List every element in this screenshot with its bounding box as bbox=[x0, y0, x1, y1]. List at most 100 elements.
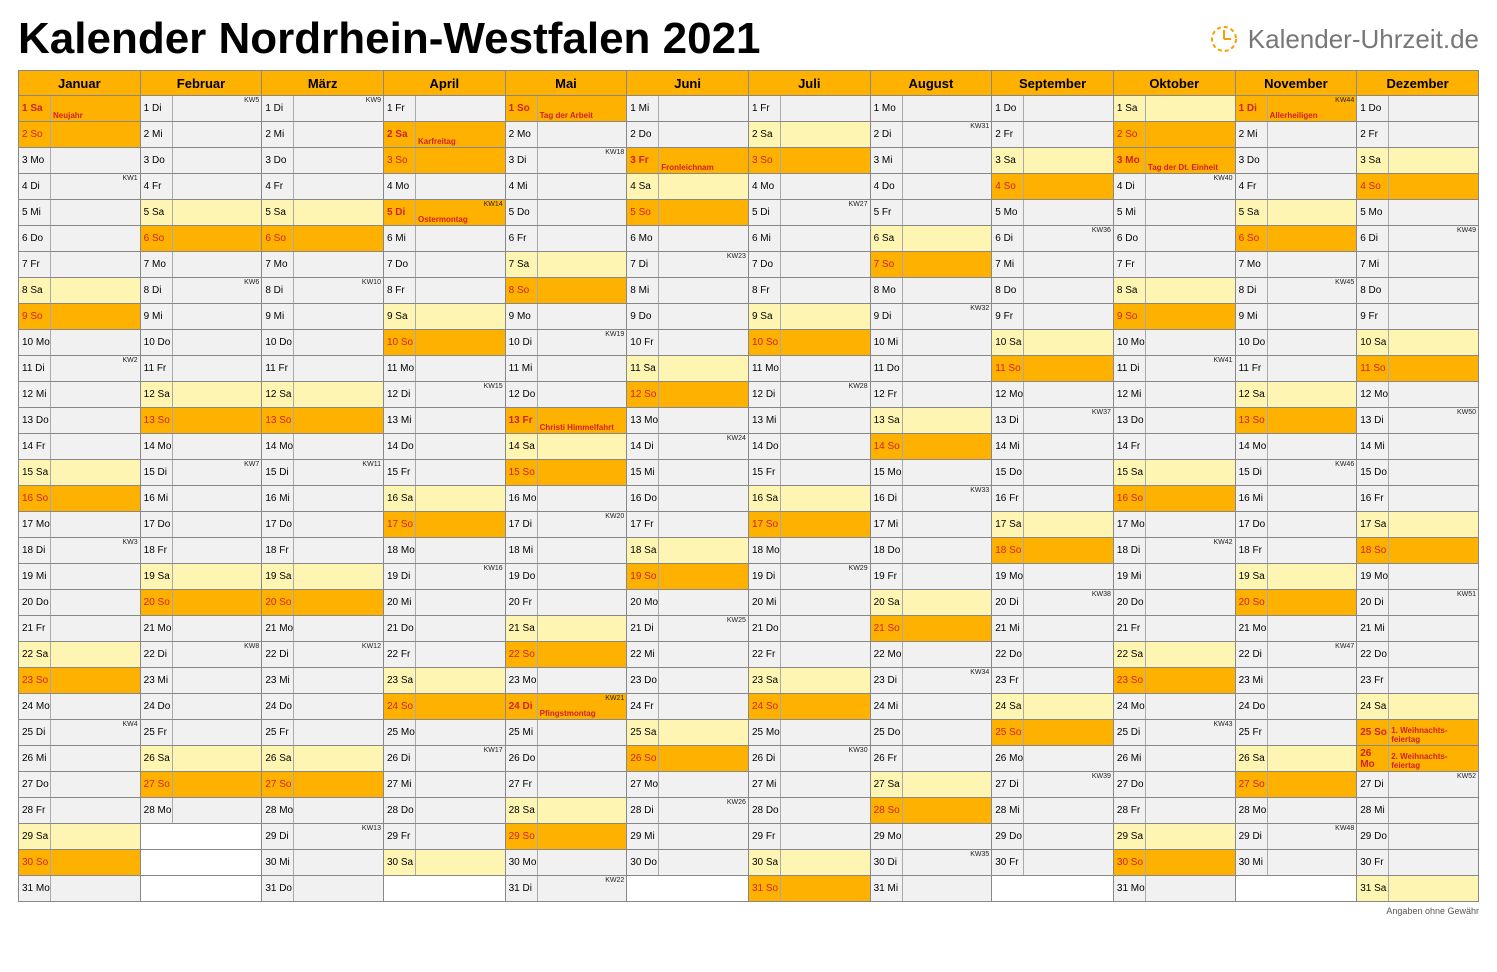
day-number: 1 Mo bbox=[871, 96, 903, 121]
day-cell: 25 Mo bbox=[383, 720, 505, 746]
day-number: 12 Mi bbox=[19, 382, 51, 407]
day-cell: 4 Sa bbox=[627, 174, 749, 200]
day-body bbox=[781, 590, 870, 615]
day-body bbox=[1146, 850, 1235, 875]
day-cell: 19 Mo bbox=[1357, 564, 1479, 590]
day-cell: 4 Mo bbox=[748, 174, 870, 200]
day-cell: 16 Do bbox=[627, 486, 749, 512]
day-cell: 2 Mo bbox=[505, 122, 627, 148]
day-body bbox=[1268, 798, 1357, 823]
day-body bbox=[1146, 798, 1235, 823]
day-cell: 17 Sa bbox=[1357, 512, 1479, 538]
day-cell: 30 So bbox=[1113, 850, 1235, 876]
day-body bbox=[294, 174, 383, 199]
day-cell: 12 Do bbox=[505, 382, 627, 408]
day-body: KW18 bbox=[538, 148, 627, 173]
day-cell: 31 Sa bbox=[1357, 876, 1479, 902]
day-number: 22 Mi bbox=[627, 642, 659, 667]
day-number: 5 Mi bbox=[19, 200, 51, 225]
day-body bbox=[294, 798, 383, 823]
day-body bbox=[1389, 564, 1478, 589]
day-body bbox=[1146, 434, 1235, 459]
day-body bbox=[903, 252, 992, 277]
day-number: 12 Sa bbox=[141, 382, 173, 407]
day-cell: 16 Fr bbox=[992, 486, 1114, 512]
day-body bbox=[903, 382, 992, 407]
day-body bbox=[1389, 278, 1478, 303]
day-body bbox=[1024, 798, 1113, 823]
week-number: KW27 bbox=[849, 201, 868, 208]
day-body bbox=[51, 564, 140, 589]
day-cell: 20 Fr bbox=[505, 590, 627, 616]
day-number: 10 Mi bbox=[871, 330, 903, 355]
day-number: 4 Di bbox=[1114, 174, 1146, 199]
day-cell: 24 Mi bbox=[870, 694, 992, 720]
day-number: 12 Sa bbox=[1236, 382, 1268, 407]
day-body: KW5 bbox=[173, 96, 262, 121]
day-number: 7 Fr bbox=[19, 252, 51, 277]
day-body bbox=[659, 564, 748, 589]
day-body bbox=[1146, 96, 1235, 121]
day-cell: 2 Mi bbox=[1235, 122, 1357, 148]
day-body bbox=[538, 382, 627, 407]
day-body bbox=[294, 564, 383, 589]
day-body bbox=[416, 330, 505, 355]
day-number: 3 Sa bbox=[1357, 148, 1389, 173]
day-body bbox=[294, 590, 383, 615]
day-body bbox=[51, 850, 140, 875]
day-number: 14 Do bbox=[749, 434, 781, 459]
day-body bbox=[1268, 174, 1357, 199]
day-body bbox=[416, 434, 505, 459]
day-cell: 19 DiKW16 bbox=[383, 564, 505, 590]
day-cell: 29 Fr bbox=[383, 824, 505, 850]
day-number: 12 Fr bbox=[871, 382, 903, 407]
day-body bbox=[173, 408, 262, 433]
month-header: April bbox=[383, 71, 505, 96]
week-number: KW20 bbox=[605, 513, 624, 520]
day-cell: 26 Fr bbox=[870, 746, 992, 772]
day-body bbox=[173, 304, 262, 329]
day-number: 6 So bbox=[141, 226, 173, 251]
day-body bbox=[659, 538, 748, 563]
day-body bbox=[294, 382, 383, 407]
day-body bbox=[538, 174, 627, 199]
day-body: KW39 bbox=[1024, 772, 1113, 797]
day-body bbox=[903, 356, 992, 381]
day-cell: 18 Mi bbox=[505, 538, 627, 564]
day-body bbox=[1024, 668, 1113, 693]
day-cell: 5 Mo bbox=[1357, 200, 1479, 226]
day-number: 18 Mo bbox=[749, 538, 781, 563]
day-cell: 24 Mo bbox=[1113, 694, 1235, 720]
day-cell: 20 So bbox=[262, 590, 384, 616]
day-body bbox=[173, 772, 262, 797]
day-number: 30 So bbox=[1114, 850, 1146, 875]
day-cell: 17 So bbox=[748, 512, 870, 538]
day-body bbox=[416, 512, 505, 537]
day-cell: 1 Fr bbox=[748, 96, 870, 122]
day-number: 23 Mi bbox=[262, 668, 294, 693]
day-cell: 2 So bbox=[1113, 122, 1235, 148]
day-body bbox=[659, 122, 748, 147]
day-body bbox=[173, 226, 262, 251]
day-number: 16 Mi bbox=[141, 486, 173, 511]
day-body bbox=[781, 824, 870, 849]
day-number: 13 Mi bbox=[749, 408, 781, 433]
day-number: 6 Do bbox=[19, 226, 51, 251]
day-body: KW12 bbox=[294, 642, 383, 667]
day-body bbox=[51, 876, 140, 901]
day-number: 19 Sa bbox=[262, 564, 294, 589]
day-body bbox=[903, 798, 992, 823]
day-cell: 24 Sa bbox=[992, 694, 1114, 720]
day-cell: 21 Fr bbox=[1113, 616, 1235, 642]
day-number: 23 Mi bbox=[1236, 668, 1268, 693]
day-body: KW15 bbox=[416, 382, 505, 407]
day-body bbox=[51, 408, 140, 433]
day-cell: 13 Do bbox=[19, 408, 141, 434]
day-number: 27 Fr bbox=[506, 772, 538, 797]
day-number: 2 So bbox=[19, 122, 51, 147]
day-cell: 12 Fr bbox=[870, 382, 992, 408]
day-cell: 26 Do bbox=[505, 746, 627, 772]
week-number: KW41 bbox=[1214, 357, 1233, 364]
day-cell: 13 DiKW50 bbox=[1357, 408, 1479, 434]
day-body bbox=[781, 460, 870, 485]
